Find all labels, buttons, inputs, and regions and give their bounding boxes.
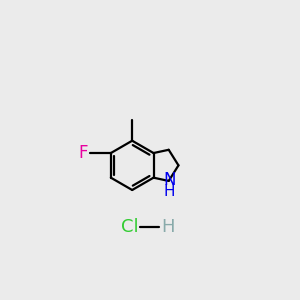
Text: N: N: [163, 171, 176, 189]
Text: F: F: [78, 144, 88, 162]
Text: H: H: [161, 218, 175, 236]
Text: Cl: Cl: [121, 218, 138, 236]
Text: H: H: [164, 184, 175, 199]
